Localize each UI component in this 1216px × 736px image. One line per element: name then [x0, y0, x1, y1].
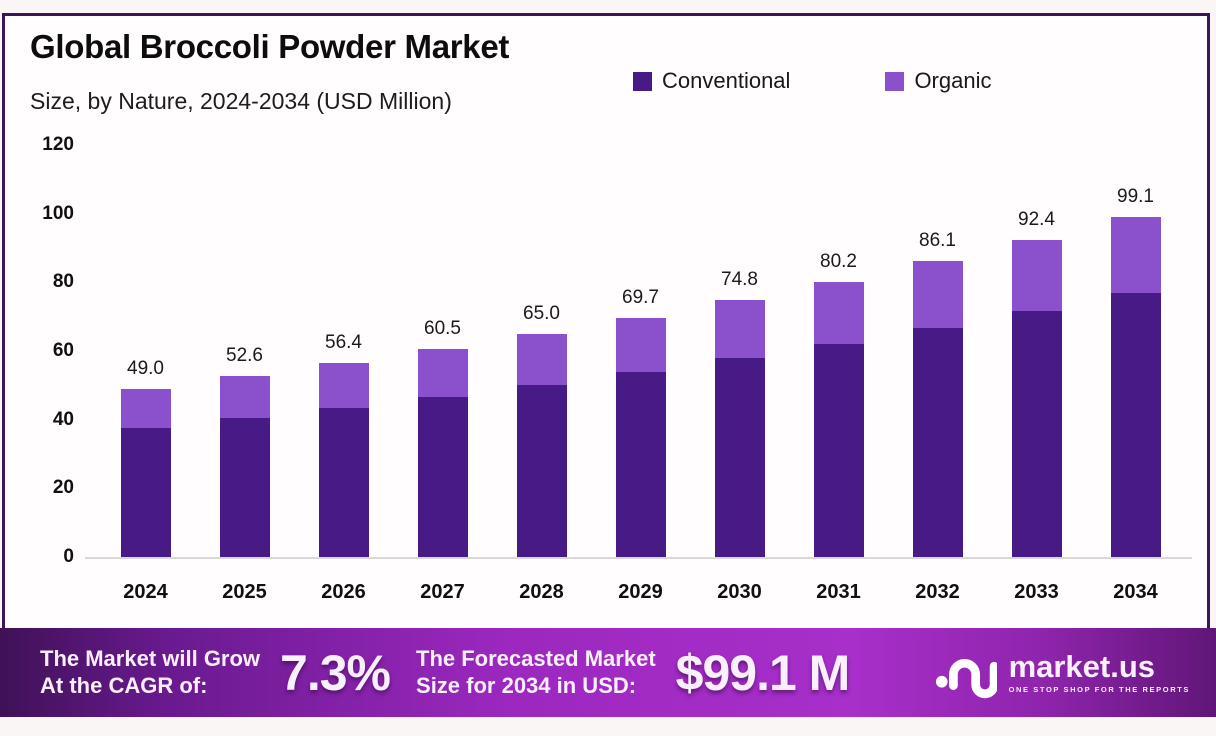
y-axis-tick-60: 60 [52, 340, 74, 361]
x-axis-label-2034: 2034 [1113, 581, 1158, 603]
x-axis-label-2030: 2030 [717, 581, 762, 603]
bar-total-label-2026: 56.4 [325, 332, 362, 354]
bar-total-label-2030: 74.8 [721, 269, 758, 291]
brand-logo: market.us ONE STOP SHOP FOR THE REPORTS [935, 645, 1190, 701]
x-axis-label-2029: 2029 [618, 581, 663, 603]
cagr-label: The Market will Grow At the CAGR of: [40, 646, 260, 700]
y-axis-tick-0: 0 [63, 546, 74, 567]
legend-item-organic: Organic [885, 68, 991, 94]
bar-total-label-2031: 80.2 [820, 250, 857, 272]
bar-organic-2028 [516, 333, 567, 385]
bar-total-label-2034: 99.1 [1117, 185, 1154, 207]
x-axis-label-2028: 2028 [519, 581, 564, 603]
bar-organic-2026 [318, 363, 369, 408]
bar-organic-2027 [417, 349, 468, 397]
y-axis-tick-100: 100 [42, 202, 74, 224]
brand-name: market.us [1008, 649, 1156, 684]
y-axis-tick-80: 80 [52, 271, 74, 293]
forecast-label-line1: The Forecasted Market [416, 645, 656, 671]
x-axis-label-2032: 2032 [915, 581, 960, 603]
bar-total-label-2032: 86.1 [919, 230, 956, 252]
x-axis-line [85, 557, 1192, 559]
x-axis-label-2024: 2024 [123, 581, 168, 603]
x-axis-label-2033: 2033 [1014, 581, 1059, 603]
page-title: Global Broccoli Powder Market [30, 28, 510, 65]
bar-conventional-2031 [813, 343, 864, 557]
forecast-label-line2: Size for 2034 in USD: [416, 672, 637, 698]
cagr-label-line1: The Market will Grow [40, 645, 261, 671]
legend: Conventional Organic [633, 68, 991, 94]
organic-swatch-icon [885, 71, 905, 91]
y-axis-tick-40: 40 [52, 408, 74, 430]
bar-conventional-2029 [615, 371, 666, 557]
bar-total-label-2029: 69.7 [622, 286, 659, 308]
legend-label-organic: Organic [914, 68, 992, 93]
y-axis-tick-120: 120 [42, 134, 74, 155]
bar-total-label-2025: 52.6 [226, 345, 263, 367]
brand-tagline: ONE STOP SHOP FOR THE REPORTS [1008, 685, 1190, 694]
legend-item-conventional: Conventional [633, 68, 790, 94]
bar-conventional-2033 [1011, 311, 1062, 557]
x-axis-label-2025: 2025 [222, 581, 267, 603]
cagr-label-line2: At the CAGR of: [40, 672, 208, 698]
footer-banner: The Market will Grow At the CAGR of: 7.3… [0, 628, 1216, 717]
x-axis-label-2027: 2027 [420, 581, 465, 603]
page-subtitle: Size, by Nature, 2024-2034 (USD Million) [30, 88, 452, 114]
y-axis-tick-20: 20 [52, 477, 74, 499]
bar-conventional-2034 [1110, 292, 1161, 557]
legend-label-conventional: Conventional [662, 68, 791, 93]
bar-organic-2029 [615, 317, 666, 372]
bar-conventional-2024 [120, 427, 171, 557]
bar-organic-2030 [714, 300, 765, 359]
forecast-label: The Forecasted Market Size for 2034 in U… [416, 646, 656, 700]
brand-words: market.us ONE STOP SHOP FOR THE REPORTS [1009, 651, 1190, 694]
bar-conventional-2026 [318, 407, 369, 557]
bar-conventional-2028 [516, 384, 567, 557]
marketus-squiggle-icon [935, 658, 997, 698]
bar-total-label-2027: 60.5 [424, 318, 461, 340]
bar-total-label-2033: 92.4 [1018, 208, 1055, 230]
bar-organic-2025 [219, 376, 270, 418]
cagr-value: 7.3% [280, 644, 391, 701]
x-axis-label-2031: 2031 [816, 581, 861, 603]
bar-conventional-2025 [219, 417, 270, 557]
bar-conventional-2032 [912, 327, 963, 557]
bar-total-label-2028: 65.0 [523, 302, 560, 324]
conventional-swatch-icon [633, 71, 652, 91]
bar-total-label-2024: 49.0 [127, 357, 164, 379]
bar-organic-2034 [1110, 216, 1161, 293]
chart-card [2, 13, 1210, 715]
bar-organic-2031 [813, 281, 864, 344]
bar-organic-2033 [1011, 239, 1062, 312]
bar-organic-2032 [912, 261, 963, 328]
bar-organic-2024 [120, 388, 171, 428]
bar-conventional-2027 [417, 397, 468, 557]
bar-conventional-2030 [714, 358, 765, 557]
forecast-value: $99.1 M [675, 644, 851, 701]
x-axis-label-2026: 2026 [321, 581, 366, 603]
